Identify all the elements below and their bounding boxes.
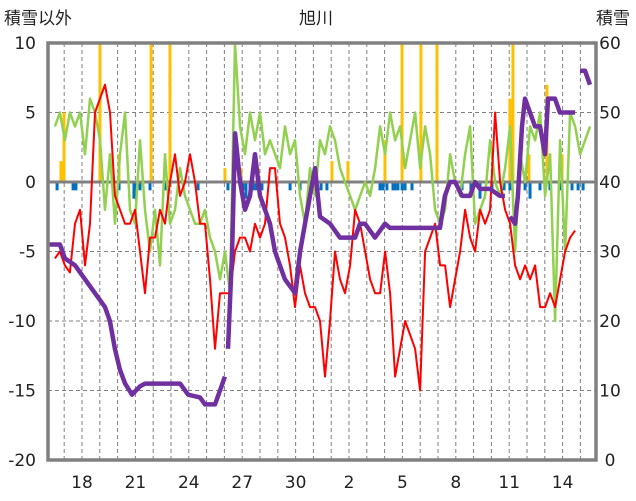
negative-bar: [538, 182, 542, 191]
precipitation-bar: [98, 43, 102, 182]
left-tick-label: -5: [19, 243, 36, 263]
left-tick-label: -15: [8, 382, 36, 402]
negative-bar: [391, 182, 395, 191]
negative-bar: [244, 182, 248, 199]
red-series-line: [54, 83, 576, 392]
negative-bar: [381, 182, 385, 191]
precipitation-bar: [527, 154, 531, 182]
negative-bar: [523, 182, 527, 191]
left-tick-label: 10: [14, 34, 36, 54]
negative-bar: [570, 182, 574, 191]
snow-depth-line: [48, 242, 228, 407]
negative-bar: [148, 182, 152, 191]
negative-bar: [164, 182, 168, 191]
right-tick-label: 50: [599, 104, 621, 124]
negative-bar: [132, 182, 136, 199]
plot-frame: [46, 41, 598, 462]
right-tick-label: 30: [599, 243, 621, 263]
negative-bar: [396, 182, 400, 191]
right-tick-label: 40: [599, 173, 621, 193]
snow-depth-line: [508, 96, 576, 226]
negative-bar: [508, 182, 512, 191]
x-tick-label: 30: [285, 473, 307, 493]
negative-bar: [410, 182, 414, 191]
plot-border: [46, 41, 598, 462]
lines-layer: [48, 41, 596, 407]
negative-bar: [55, 182, 59, 191]
negative-bar: [403, 182, 407, 191]
snow-depth-line: [225, 131, 505, 349]
x-tick-label: 14: [552, 473, 574, 493]
negative-bar: [502, 182, 506, 191]
right-tick-label: 60: [599, 34, 621, 54]
right-tick-label: 10: [599, 382, 621, 402]
negative-bar: [260, 182, 264, 191]
snow-depth-line: [580, 68, 593, 86]
left-tick-label: -20: [8, 451, 36, 471]
precipitation-bar: [149, 43, 153, 182]
negative-bar: [393, 182, 397, 191]
negative-bar: [378, 182, 382, 191]
precipitation-bar: [346, 161, 350, 182]
precipitation-bar: [59, 161, 63, 182]
chart-title: 旭川: [299, 9, 333, 29]
negative-bar: [581, 182, 585, 191]
negative-bar: [196, 182, 200, 191]
negative-bar: [134, 182, 138, 191]
negative-bar: [117, 182, 121, 191]
negative-bar: [71, 182, 75, 191]
x-tick-label: 8: [450, 473, 461, 493]
negative-bar: [288, 182, 292, 191]
precipitation-bar: [511, 43, 515, 182]
precipitation-bar: [419, 43, 423, 182]
right-tick-label: 20: [599, 312, 621, 332]
negative-bar: [385, 182, 389, 191]
right-axis-label: 積雪: [596, 9, 630, 29]
x-tick-label: 2: [344, 473, 355, 493]
left-tick-label: 5: [25, 104, 36, 124]
right-tick-label: 0: [605, 451, 616, 471]
negative-bar: [576, 182, 580, 191]
precipitation-bar: [223, 168, 227, 182]
precipitation-bar: [435, 43, 439, 182]
x-tick-label: 5: [397, 473, 408, 493]
negative-bar: [528, 182, 532, 199]
negative-bar: [325, 182, 329, 191]
precipitation-bar: [62, 112, 66, 182]
negative-bar: [74, 182, 78, 191]
negative-bar: [254, 182, 258, 191]
precipitation-bar: [400, 43, 404, 182]
x-tick-label: 11: [498, 473, 520, 493]
left-tick-label: -10: [8, 312, 36, 332]
x-tick-label: 27: [231, 473, 253, 493]
precipitation-bar: [168, 43, 172, 182]
x-tick-label: 21: [125, 473, 147, 493]
precipitation-bar: [383, 140, 387, 182]
negative-bar: [469, 182, 473, 191]
precipitation-bar: [330, 161, 334, 182]
negative-bar: [138, 182, 142, 191]
negative-bar: [319, 182, 323, 191]
negative-bar: [226, 182, 230, 191]
x-tick-label: 18: [71, 473, 93, 493]
left-tick-label: 0: [25, 173, 36, 193]
left-axis-label: 積雪以外: [4, 9, 72, 29]
negative-bar: [400, 182, 404, 191]
x-tick-label: 24: [178, 473, 200, 493]
